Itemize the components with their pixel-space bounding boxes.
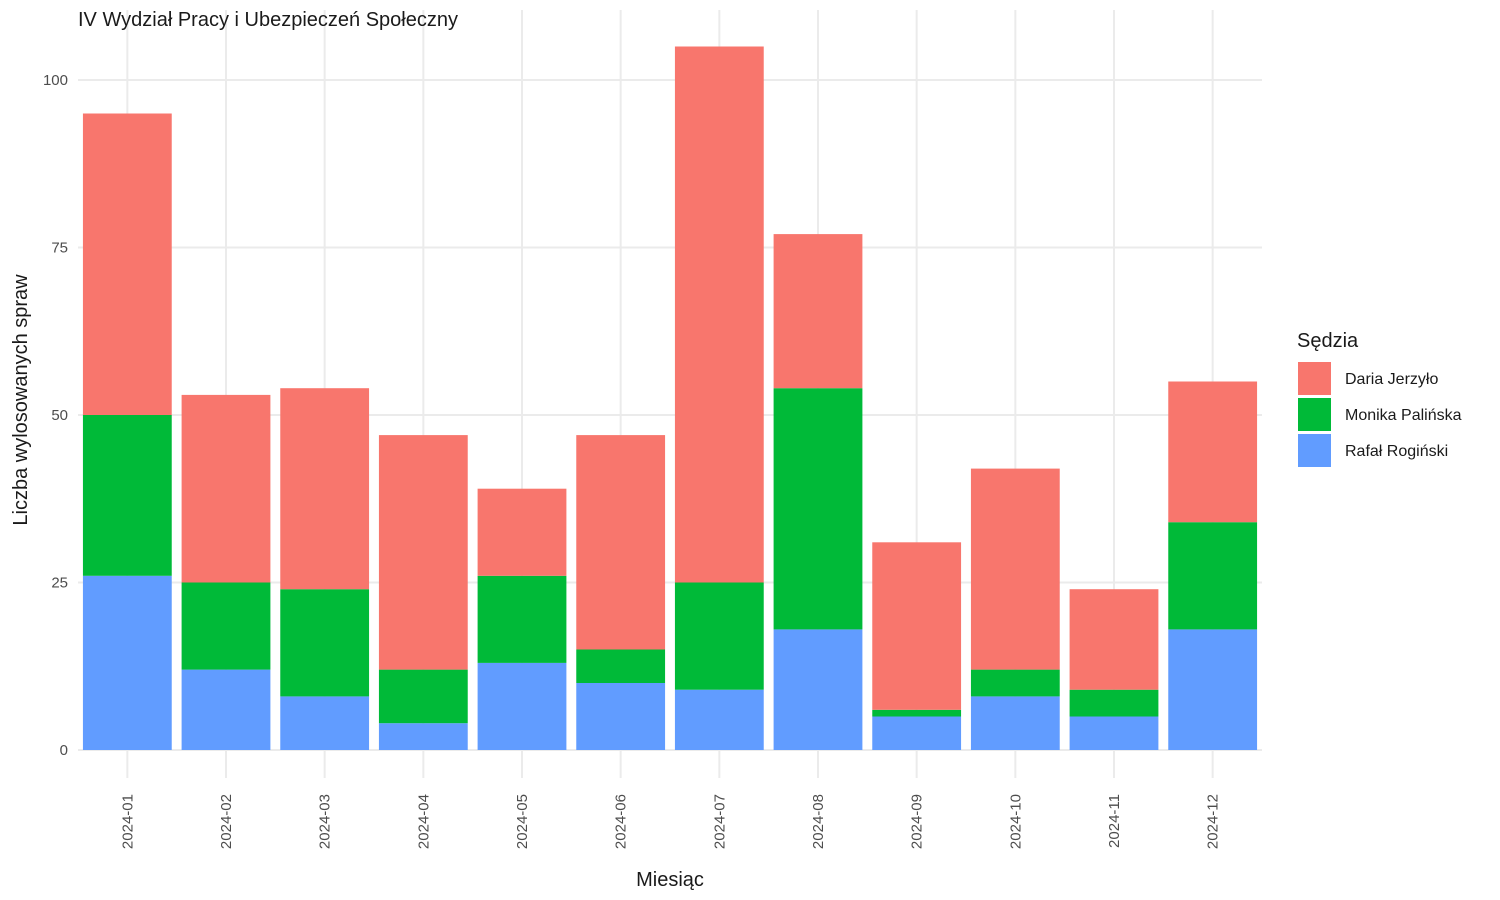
bar-segment [280,696,370,750]
x-tick-label: 2024-11 [1106,794,1123,848]
chart-title: IV Wydział Pracy i Ubezpieczeń Społeczny [78,9,458,31]
bar-segment [280,388,370,590]
x-axis-ticks: 2024-01 2024-02 2024-03 2024-04 2024-05 2024-… [119,794,1221,849]
bar-segment [773,629,863,750]
x-tick-label: 2024-05 [514,794,531,849]
x-tick-label: 2024-06 [613,794,630,849]
bar-segment [82,113,172,415]
x-tick-label: 2024-01 [119,794,136,849]
bar-segment [1069,689,1159,717]
legend-key [1298,362,1331,395]
bar-segment [872,716,962,750]
bar-segment [970,669,1060,697]
bar-segment [477,662,567,750]
x-tick-label: 2024-03 [317,794,334,849]
bar-segment [674,689,764,750]
bar-segment [1168,381,1258,523]
bar-segment [872,709,962,717]
x-axis-title: Miesiąc [636,869,704,891]
bar-segment [576,649,666,683]
legend-label: Daria Jerzyło [1345,371,1438,388]
bar-segment [1168,629,1258,750]
bar-segment [181,582,271,670]
bar-segment [872,542,962,710]
y-tick-label: 100 [43,72,68,89]
bar-segment [181,669,271,750]
bar-segment [378,435,468,670]
x-tick-label: 2024-04 [415,794,432,849]
y-tick-label: 0 [60,742,68,759]
legend-key [1298,398,1331,431]
bar-segment [82,575,172,750]
x-tick-label: 2024-02 [218,794,235,849]
y-tick-label: 25 [51,575,68,592]
y-axis-title: Liczba wylosowanych spraw [10,274,32,526]
x-tick-label: 2024-09 [909,794,926,849]
legend-label: Monika Palińska [1345,407,1462,424]
bar-segment [181,394,271,583]
legend: Sędzia Daria Jerzyło Monika Palińska Rafał… [1297,330,1462,467]
y-tick-label: 75 [51,240,68,257]
y-axis-ticks: 0 25 50 75 100 [43,72,68,759]
bar-segment [970,468,1060,670]
legend-label: Rafał Rogiński [1345,443,1448,460]
y-tick-label: 50 [51,407,68,424]
bars [82,46,1258,750]
legend-key [1298,434,1331,467]
bar-segment [1069,716,1159,750]
bar-segment [576,683,666,750]
bar-segment [378,723,468,750]
bar-segment [773,234,863,389]
bar-segment [477,488,567,576]
x-tick-label: 2024-12 [1205,794,1222,849]
bar-segment [970,696,1060,750]
bar-segment [477,575,567,663]
bar-segment [576,435,666,650]
bar-segment [1069,589,1159,690]
x-tick-label: 2024-07 [711,794,728,849]
bar-segment [674,46,764,583]
bar-segment [674,582,764,690]
bar-segment [378,669,468,724]
legend-title: Sędzia [1297,330,1359,352]
x-tick-label: 2024-08 [810,794,827,849]
x-tick-label: 2024-10 [1007,794,1024,849]
bar-segment [82,415,172,576]
bar-segment [1168,522,1258,630]
bar-segment [773,388,863,630]
bar-segment [280,589,370,697]
